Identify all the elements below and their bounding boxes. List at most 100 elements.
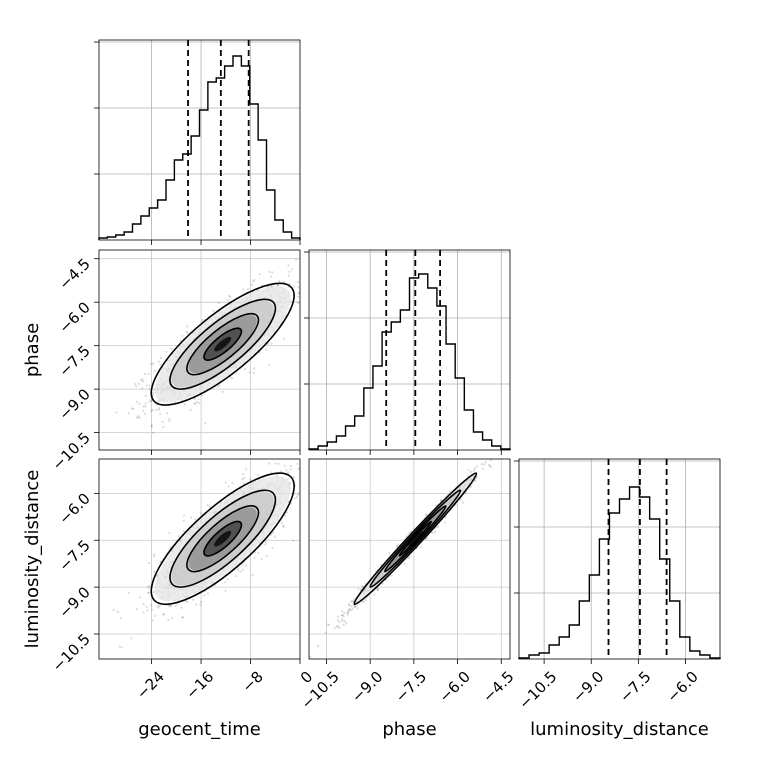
y-tick-label: −7.5 <box>55 342 93 380</box>
sample-point <box>288 270 291 273</box>
scatter-geocent_time-vs-phase <box>84 249 326 451</box>
sample-point <box>297 467 300 470</box>
sample-point <box>301 494 303 496</box>
sample-point <box>324 276 326 278</box>
sample-point <box>147 562 150 565</box>
sample-point <box>285 511 289 514</box>
sample-point <box>390 574 393 577</box>
sample-point <box>327 623 331 626</box>
contour-line <box>150 472 295 606</box>
sample-point <box>305 471 307 473</box>
x-tick-label: −9.0 <box>569 668 607 706</box>
sample-point <box>253 556 256 559</box>
sample-point <box>317 298 319 300</box>
panel-content <box>99 459 321 659</box>
sample-point <box>344 622 348 625</box>
sample-point <box>157 408 160 411</box>
sample-point <box>397 543 400 546</box>
sample-point <box>321 279 323 281</box>
sample-point <box>181 334 184 337</box>
sample-point <box>181 616 185 619</box>
histogram-geocent_time <box>94 39 301 241</box>
x-tick-label: −6.0 <box>663 668 701 706</box>
sample-point <box>300 287 302 289</box>
x-axis-label-luminosity_distance: luminosity_distance <box>530 719 709 740</box>
sample-point <box>147 586 150 589</box>
sample-point <box>170 604 173 607</box>
sample-point <box>252 371 255 374</box>
sample-point <box>354 605 357 608</box>
sample-point <box>297 292 300 295</box>
sample-point <box>260 557 263 560</box>
sample-point <box>481 467 484 470</box>
sample-point <box>148 400 151 403</box>
sample-point <box>244 368 247 371</box>
sample-point <box>231 377 234 380</box>
x-axis-label-phase: phase <box>382 719 436 740</box>
sample-point <box>296 462 299 465</box>
sample-point <box>444 521 447 524</box>
sample-point <box>148 387 151 391</box>
sample-point <box>151 362 155 365</box>
sample-point <box>271 271 274 274</box>
sample-point <box>473 467 476 470</box>
sample-point <box>198 401 201 405</box>
sample-point <box>153 553 156 556</box>
sample-point <box>437 525 440 528</box>
sample-point <box>303 468 305 470</box>
sample-point <box>199 603 202 606</box>
x-tick-label: −24 <box>133 668 168 703</box>
sample-point <box>488 464 491 467</box>
sample-point <box>425 513 428 516</box>
sample-point <box>201 394 204 397</box>
sample-point <box>84 429 86 431</box>
sample-point <box>147 372 150 376</box>
sample-point <box>144 394 147 397</box>
sample-point <box>147 591 150 594</box>
sample-point <box>424 537 428 541</box>
sample-point <box>319 467 321 469</box>
sample-point <box>297 295 300 298</box>
sample-point <box>152 391 155 394</box>
sample-point <box>280 521 283 524</box>
sample-point <box>503 442 505 444</box>
contour-line <box>398 520 433 557</box>
sample-point <box>467 468 470 471</box>
sample-point <box>285 469 288 472</box>
sample-point <box>357 587 360 591</box>
sample-point <box>409 530 412 533</box>
sample-point <box>324 631 327 634</box>
sample-point <box>142 380 145 383</box>
sample-point <box>480 463 484 466</box>
sample-point <box>270 533 273 536</box>
sample-point <box>279 470 283 473</box>
sample-point <box>305 490 307 492</box>
sample-point <box>291 268 294 271</box>
sample-point <box>195 603 198 606</box>
sample-point <box>161 613 165 616</box>
sample-point <box>351 600 354 603</box>
y-axis-phase: −10.5 −9.0 −7.5 −6.0 −4.5 <box>49 255 99 474</box>
sample-point <box>350 600 353 603</box>
sample-point <box>338 627 341 630</box>
sample-point <box>221 390 224 393</box>
sample-point <box>287 471 290 474</box>
sample-point <box>265 554 268 558</box>
sample-point <box>159 413 162 416</box>
sample-point <box>140 379 143 382</box>
y-axis-label-phase: phase <box>22 323 43 377</box>
contour-line <box>353 472 478 606</box>
sample-point <box>136 416 139 419</box>
sample-point <box>151 608 154 611</box>
sample-point <box>158 604 161 608</box>
sample-point <box>298 291 300 294</box>
sample-point <box>347 611 350 614</box>
y-tick-label: −6.0 <box>55 298 93 336</box>
sample-point <box>274 462 277 465</box>
sample-point <box>440 498 443 502</box>
sample-point <box>150 410 153 413</box>
sample-point <box>292 476 295 479</box>
sample-point <box>294 497 297 500</box>
sample-point <box>353 605 356 608</box>
sample-point <box>289 464 292 468</box>
